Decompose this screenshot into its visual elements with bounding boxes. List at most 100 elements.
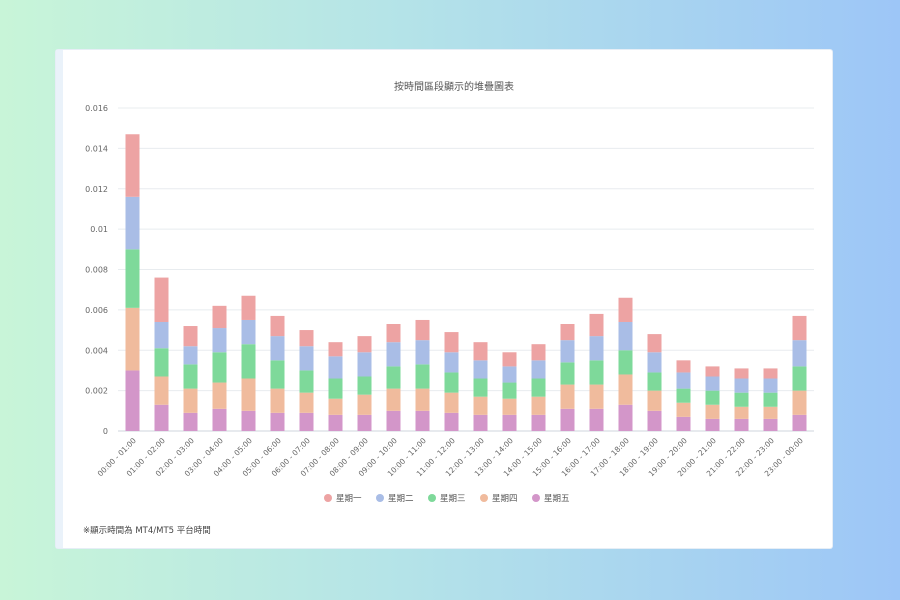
bar-segment[interactable] [328,356,343,379]
bar-segment[interactable] [763,406,778,419]
bar-segment[interactable] [444,392,459,413]
bar-segment[interactable] [560,324,575,341]
bar-segment[interactable] [589,336,604,361]
bar-segment[interactable] [386,342,401,367]
bar-segment[interactable] [270,412,285,431]
bar-segment[interactable] [328,378,343,399]
bar-segment[interactable] [415,319,430,341]
bar-segment[interactable] [763,418,778,431]
bar-segment[interactable] [299,330,314,347]
bar-segment[interactable] [415,388,430,411]
bar-segment[interactable] [705,418,720,431]
bar-segment[interactable] [386,410,401,431]
bar-segment[interactable] [415,364,430,389]
bar-segment[interactable] [763,392,778,407]
bar-segment[interactable] [357,376,372,395]
bar-segment[interactable] [734,392,749,407]
bar-segment[interactable] [763,368,778,379]
bar-segment[interactable] [618,321,633,351]
bar-segment[interactable] [444,332,459,353]
bar-segment[interactable] [154,277,169,322]
bar-segment[interactable] [763,378,778,393]
bar-segment[interactable] [473,342,488,361]
bar-segment[interactable] [531,360,546,379]
bar-segment[interactable] [589,384,604,409]
bar-segment[interactable] [183,412,198,431]
bar-segment[interactable] [531,344,546,361]
bar-segment[interactable] [183,326,198,347]
bar-segment[interactable] [444,352,459,373]
bar-segment[interactable] [792,340,807,367]
legend-item[interactable]: 星期一 [324,494,362,504]
bar-segment[interactable] [502,398,517,415]
bar-segment[interactable] [589,360,604,385]
bar-segment[interactable] [676,416,691,431]
bar-segment[interactable] [531,378,546,397]
bar-segment[interactable] [473,396,488,415]
bar-segment[interactable] [647,372,662,391]
bar-segment[interactable] [589,313,604,337]
bar-segment[interactable] [125,196,140,250]
bar-segment[interactable] [357,394,372,415]
bar-segment[interactable] [299,392,314,413]
bar-segment[interactable] [154,404,169,431]
legend-item[interactable]: 星期二 [376,494,414,504]
bar-segment[interactable] [415,410,430,431]
bar-segment[interactable] [531,414,546,431]
bar-segment[interactable] [473,360,488,379]
bar-segment[interactable] [328,414,343,431]
bar-segment[interactable] [357,414,372,431]
bar-segment[interactable] [502,352,517,367]
bar-segment[interactable] [212,328,227,353]
bar-segment[interactable] [299,346,314,371]
bar-segment[interactable] [676,388,691,403]
bar-segment[interactable] [502,366,517,383]
bar-segment[interactable] [502,382,517,399]
bar-segment[interactable] [676,372,691,389]
bar-segment[interactable] [792,366,807,391]
bar-segment[interactable] [560,408,575,431]
bar-segment[interactable] [241,378,256,411]
bar-segment[interactable] [125,370,140,431]
bar-segment[interactable] [212,408,227,431]
bar-segment[interactable] [357,336,372,353]
bar-segment[interactable] [241,295,256,320]
bar-segment[interactable] [618,350,633,375]
bar-segment[interactable] [560,384,575,409]
bar-segment[interactable] [125,134,140,197]
bar-segment[interactable] [415,340,430,365]
bar-segment[interactable] [647,352,662,373]
bar-segment[interactable] [212,352,227,383]
bar-segment[interactable] [270,315,285,337]
bar-segment[interactable] [647,334,662,353]
bar-segment[interactable] [241,410,256,431]
bar-segment[interactable] [734,378,749,393]
bar-segment[interactable] [618,297,633,322]
bar-segment[interactable] [705,366,720,377]
bar-segment[interactable] [154,321,169,349]
bar-segment[interactable] [270,360,285,389]
bar-segment[interactable] [792,315,807,341]
legend-item[interactable]: 星期四 [480,494,518,504]
bar-segment[interactable] [531,396,546,415]
bar-segment[interactable] [386,366,401,389]
bar-segment[interactable] [328,342,343,357]
bar-segment[interactable] [473,414,488,431]
bar-segment[interactable] [560,362,575,385]
bar-segment[interactable] [589,408,604,431]
bar-segment[interactable] [734,406,749,419]
bar-segment[interactable] [154,348,169,377]
bar-segment[interactable] [705,390,720,405]
bar-segment[interactable] [647,390,662,411]
bar-segment[interactable] [183,388,198,413]
bar-segment[interactable] [676,360,691,373]
legend-item[interactable]: 星期三 [428,494,466,504]
bar-segment[interactable] [560,340,575,363]
bar-segment[interactable] [125,249,140,308]
bar-segment[interactable] [647,410,662,431]
bar-segment[interactable] [299,412,314,431]
bar-segment[interactable] [241,319,256,345]
bar-segment[interactable] [676,402,691,417]
bar-segment[interactable] [212,305,227,329]
bar-segment[interactable] [357,352,372,377]
